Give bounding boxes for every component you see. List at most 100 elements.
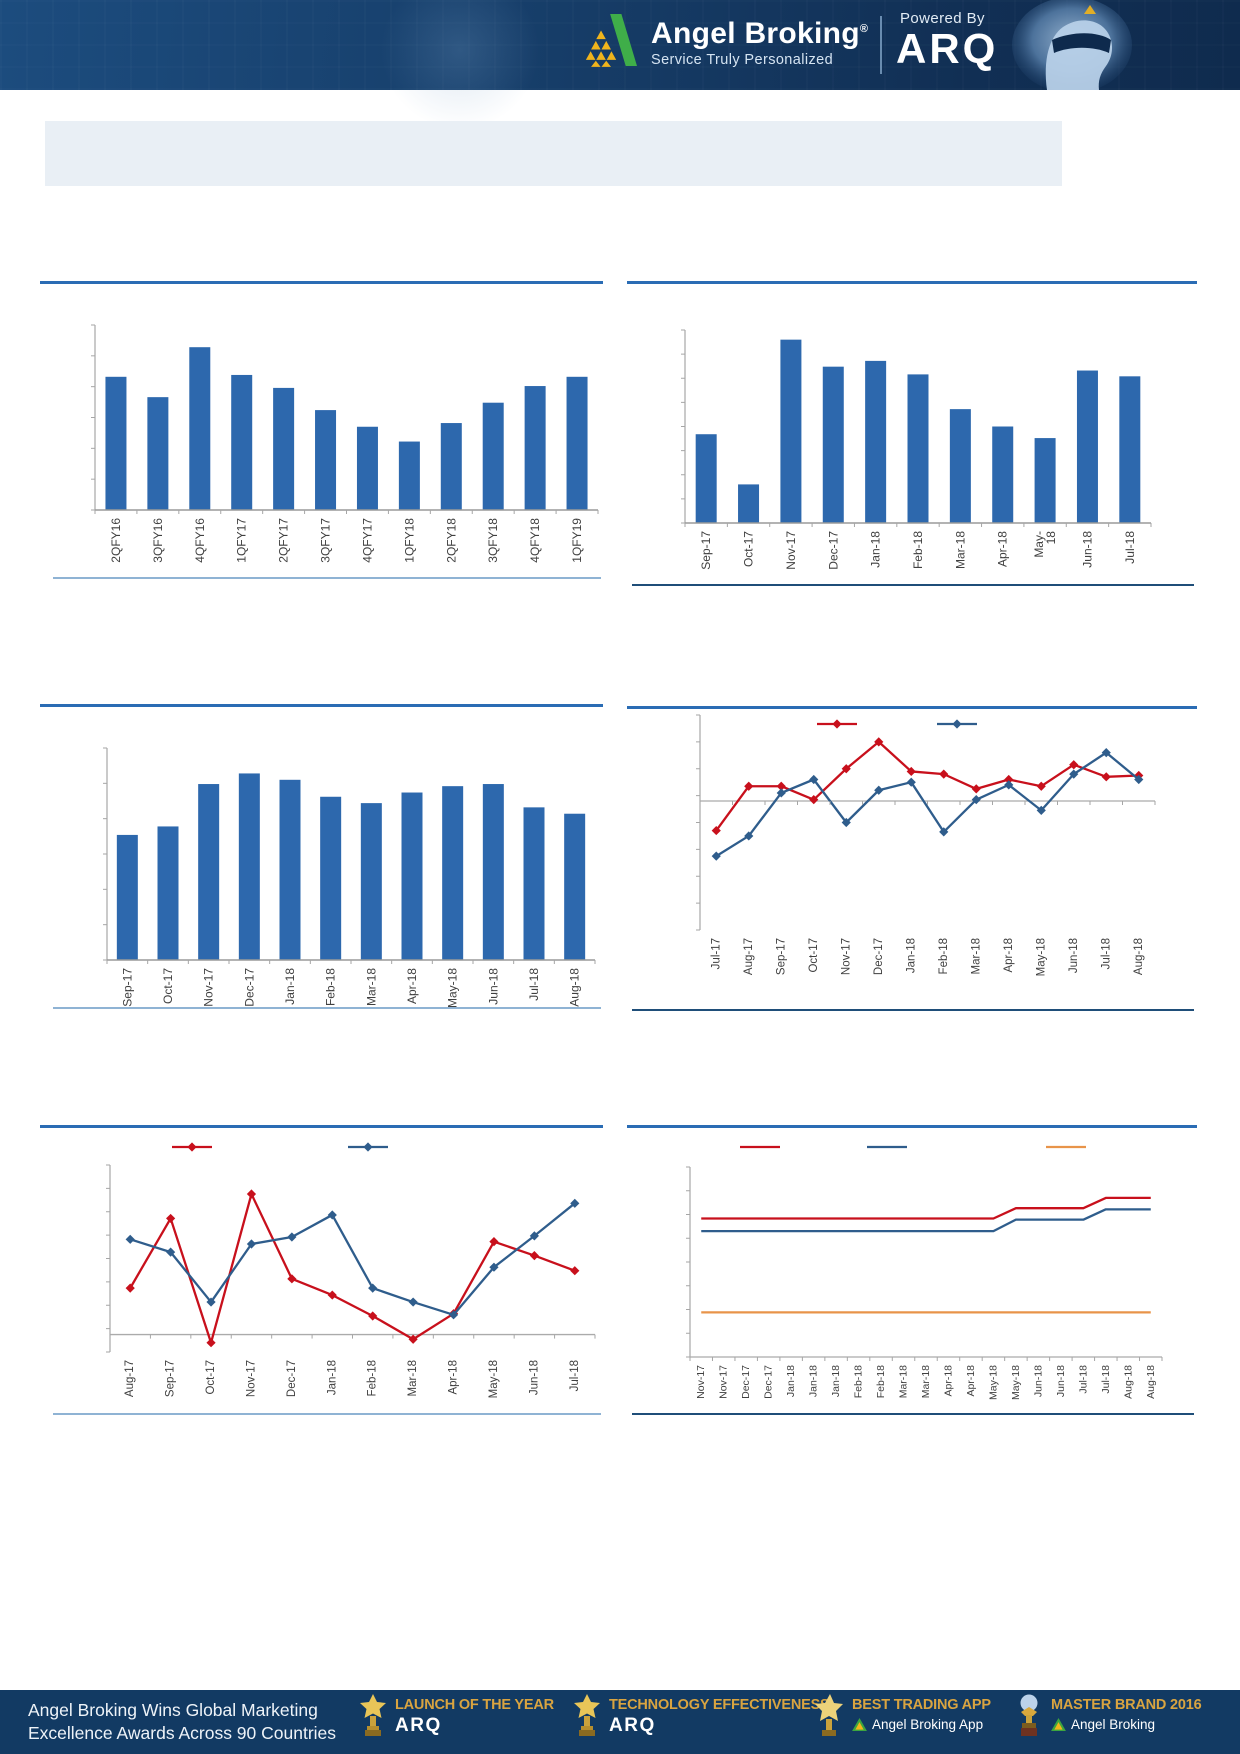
section-border-top-right [632,584,1194,586]
diamond-marker [570,1266,580,1276]
x-axis-label: Dec-17 [286,1360,298,1397]
section-rule-mid-right [627,706,1197,709]
series-line [715,740,1139,832]
diamond-marker [939,827,949,837]
awards-headline-line1: Angel Broking Wins Global Marketing [28,1700,318,1720]
x-axis-label: Jun-18 [486,968,500,1005]
diamond-marker [1004,780,1014,790]
bar [524,386,546,510]
section-rule-mid-left [40,704,603,707]
bar [320,796,342,960]
bar [401,792,423,960]
x-axis-label: Aug-17 [124,1360,136,1397]
bar [147,397,169,510]
x-axis-label: Mar-18 [364,968,378,1006]
bar [440,423,462,510]
diamond-marker [368,1311,378,1321]
bar [315,410,337,510]
award-text: TECHNOLOGY EFFECTIVENESS ARQ [609,1694,830,1737]
brand-tagline: Service Truly Personalized [651,51,834,68]
x-axis-label: 3QFY18 [486,518,500,563]
bar [523,807,545,960]
award-subtitle: ARQ [395,1715,442,1736]
x-axis-label: Mar-18 [920,1365,932,1398]
diamond-marker [368,1283,378,1293]
x-axis-label: Nov-17 [245,1360,257,1397]
diamond-marker [971,795,981,805]
series-line [701,1196,1151,1220]
x-axis-label: Apr-18 [942,1365,954,1397]
award-best-trading-app: BEST TRADING APP Angel Broking App [815,1694,991,1738]
award-subtitle: ARQ [609,1715,656,1736]
award-subtitle: Angel Broking App [852,1717,991,1732]
x-axis-label: Mar-18 [898,1365,910,1398]
x-axis-label: 3QFY16 [151,518,165,563]
x-axis-label: Feb-18 [324,968,338,1006]
x-axis-label: Jul-18 [527,968,541,1001]
bar [231,374,253,510]
two-series-monthly-line-chart: Jul-17 Aug-17 Sep-17 Oct-17 Nov-17 Dec-17 Jan-… [696,714,1156,976]
page-footer: Angel Broking Wins Global Marketing Exce… [0,1690,1240,1754]
section-border-mid-right [632,1009,1194,1011]
x-axis-label: Mar-18 [953,531,967,569]
bar [865,360,887,523]
bar [157,826,179,960]
bar [360,803,382,960]
bar [780,339,802,523]
two-series-trend-line-chart: Aug-17 Sep-17 Oct-17 Nov-17 Dec-17 Jan-18 Feb-… [106,1142,596,1398]
x-axis-label: Aug-18 [1145,1365,1157,1399]
diamond-marker [125,1283,135,1293]
bar [116,834,138,960]
x-axis-label: 4QFY18 [528,518,542,563]
award-launch-of-the-year: LAUNCH OF THE YEAR ARQ [360,1694,554,1738]
series-line [701,1208,1151,1233]
bar [907,374,929,523]
brand-name: Angel Broking® [651,16,869,50]
x-axis-label: Jul-18 [1123,531,1137,564]
bar [695,434,717,523]
diamond-marker [529,1250,539,1261]
header-divider [880,16,882,74]
x-axis-label: Feb-18 [853,1365,865,1398]
x-axis-label: Jan-18 [808,1365,820,1397]
three-series-step-line-chart: Nov-17 Nov-17 Dec-17 Dec-17 Jan-18 Jan-18 Jan-… [686,1145,1163,1400]
diamond-marker [246,1189,257,1199]
bar [198,784,220,960]
bar [442,786,464,960]
diamond-marker [489,1237,499,1247]
x-axis-label: Nov-17 [695,1365,707,1399]
x-axis-label: Jan-18 [326,1360,338,1395]
x-axis-label: Feb-18 [938,938,950,974]
diamond-marker [246,1239,257,1249]
x-axis-label: Jan-18 [785,1365,797,1397]
diamond-marker [408,1297,418,1307]
bar [1119,376,1141,523]
registered-mark: ® [859,22,869,35]
x-axis-label: May-18 [987,1365,999,1400]
bar [738,484,760,523]
x-axis-label: May-18 [446,968,460,1008]
x-axis-label: Dec-17 [740,1365,752,1399]
x-axis-label: Mar-18 [970,938,982,974]
header-glow-decoration [380,0,540,130]
globe-trophy-icon [1020,1694,1038,1736]
x-axis-label: Apr-18 [405,968,419,1004]
diamond-marker [832,719,842,729]
x-axis-label: Oct-17 [205,1360,217,1395]
powered-by-block: Powered By ARQ [896,10,1066,71]
x-axis-label: 2QFY18 [444,518,458,563]
monthly-metric-bar-chart: Sep-17 Oct-17 Nov-17 Dec-17 Jan-18 Feb-18 Mar-… [681,329,1152,570]
series-line [129,1192,576,1344]
x-axis-label: Nov-17 [202,968,216,1007]
trophy-icon [574,1694,600,1736]
diamond-marker [327,1210,337,1220]
x-axis-label: 1QFY17 [235,518,249,563]
x-axis-label: Feb-18 [367,1360,379,1396]
award-text: MASTER BRAND 2016 Angel Broking [1051,1694,1202,1732]
x-axis-label: Aug-18 [568,968,582,1007]
diamond-marker [906,777,916,787]
x-axis-label: Apr-18 [1003,938,1015,973]
diamond-marker [187,1142,197,1152]
x-axis-label: 1QFY19 [570,518,584,563]
x-axis-label: 1QFY18 [402,518,416,563]
